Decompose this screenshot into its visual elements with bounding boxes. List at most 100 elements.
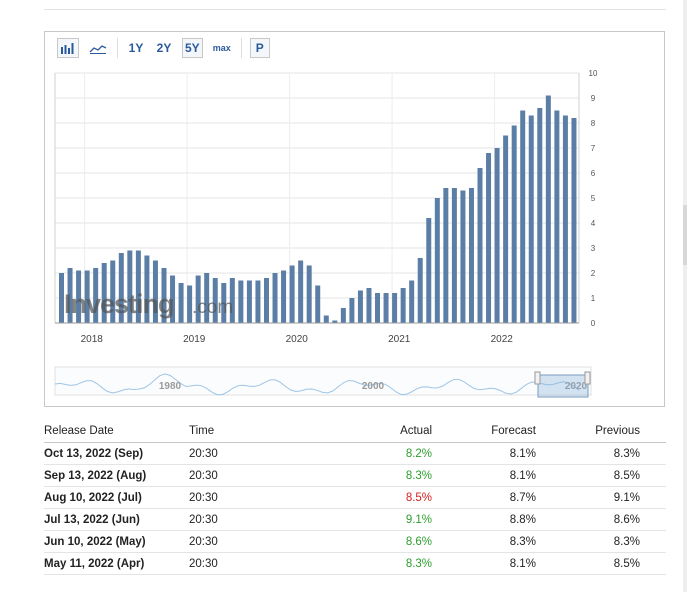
- header-forecast[interactable]: Forecast: [459, 420, 564, 443]
- chart-bar: [392, 293, 398, 323]
- chart-bar: [426, 218, 432, 323]
- header-release-date[interactable]: Release Date: [44, 420, 189, 443]
- navigator-handle-left[interactable]: [534, 371, 541, 385]
- row-release-date: Aug 10, 2022 (Jul): [44, 486, 189, 509]
- bar-chart-icon[interactable]: [57, 38, 79, 58]
- scrollbar-thumb[interactable]: [683, 205, 687, 265]
- chart-bar: [178, 283, 184, 323]
- x-tick-label: 2022: [491, 334, 514, 345]
- chart-bar: [281, 270, 287, 323]
- row-time: 20:30: [189, 552, 374, 575]
- row-forecast: 8.7%: [459, 486, 564, 509]
- chart-bar: [486, 153, 492, 323]
- row-actual: 8.6%: [374, 530, 460, 553]
- chart-bar: [195, 275, 201, 323]
- y-tick-label: 2: [591, 269, 596, 278]
- row-forecast: 8.8%: [459, 508, 564, 531]
- row-previous: 8.6%: [563, 508, 666, 531]
- chart-bar: [127, 250, 133, 323]
- table-row: Jul 13, 2022 (Jun) 20:30 9.1% 8.8% 8.6%: [44, 508, 666, 531]
- navigator-handle-right[interactable]: [584, 371, 591, 385]
- y-tick-label: 5: [591, 194, 596, 203]
- range-1y-button[interactable]: 1Y: [128, 41, 144, 55]
- chart-bar: [571, 118, 577, 323]
- row-previous: 8.3%: [563, 530, 666, 553]
- chart-bar: [528, 115, 534, 323]
- page-scrollbar[interactable]: [683, 0, 687, 592]
- row-previous: 8.3%: [563, 442, 666, 465]
- chart-bar: [84, 270, 90, 323]
- chart-bar: [263, 278, 269, 323]
- navigator-selection[interactable]: [537, 374, 589, 398]
- header-time[interactable]: Time: [189, 420, 374, 443]
- y-tick-label: 0: [591, 319, 596, 328]
- row-release-date: Jun 10, 2022 (May): [44, 530, 189, 553]
- chart-bar: [494, 148, 500, 323]
- chart-bar: [443, 188, 449, 323]
- chart-toolbar: 1Y 2Y 5Y max P: [57, 36, 278, 60]
- navigator-panel[interactable]: [54, 366, 592, 396]
- row-actual: 8.2%: [374, 442, 460, 465]
- range-5y-button[interactable]: 5Y: [182, 38, 203, 58]
- x-tick-label: 2020: [286, 334, 309, 345]
- chart-bar: [161, 268, 167, 323]
- chart-bar: [67, 268, 73, 323]
- row-time: 20:30: [189, 442, 374, 465]
- chart-bar: [323, 315, 329, 323]
- chart-panel: 0 1 2 3 4 5 6 7 8 9 10 2018 2019 2020 2021 2022 Investin…: [44, 31, 665, 407]
- y-tick-label: 3: [591, 244, 596, 253]
- table-row: Aug 10, 2022 (Jul) 20:30 8.5% 8.7% 9.1%: [44, 486, 666, 509]
- table-body: Oct 13, 2022 (Sep) 20:30 8.2% 8.1% 8.3% Sep 1…: [44, 442, 666, 575]
- chart-bar: [383, 293, 389, 323]
- chart-bar: [272, 273, 278, 323]
- range-2y-button[interactable]: 2Y: [156, 41, 172, 55]
- x-tick-label: 2019: [183, 334, 206, 345]
- chart-bar: [357, 290, 363, 323]
- chart-bar: [417, 258, 423, 323]
- toolbar-separator: [117, 38, 118, 58]
- toolbar-separator: [240, 38, 242, 58]
- chart-bar: [451, 188, 457, 323]
- chart-bar: [221, 283, 227, 323]
- y-tick-label: 4: [591, 219, 596, 228]
- row-forecast: 8.3%: [459, 530, 564, 553]
- pro-button[interactable]: P: [249, 38, 270, 58]
- chart-bar: [468, 188, 474, 323]
- chart-bar: [434, 198, 440, 323]
- chart-bar: [562, 115, 568, 323]
- chart-bar: [554, 110, 560, 323]
- header-previous[interactable]: Previous: [563, 420, 666, 443]
- header-actual[interactable]: Actual: [374, 420, 460, 443]
- chart-bar: [340, 308, 346, 323]
- y-tick-label: 9: [591, 94, 596, 103]
- row-release-date: May 11, 2022 (Apr): [44, 552, 189, 575]
- navigator-year-label: 2000: [362, 381, 385, 392]
- chart-bar: [503, 135, 509, 323]
- navigator-year-label: 1980: [159, 381, 182, 392]
- chart-bar: [306, 265, 312, 323]
- chart-bar: [187, 285, 193, 323]
- row-previous: 8.5%: [563, 464, 666, 487]
- chart-bar: [144, 255, 150, 323]
- line-chart-icon[interactable]: [87, 38, 109, 58]
- chart-bar: [477, 168, 483, 323]
- y-tick-label: 1: [591, 294, 596, 303]
- row-actual: 9.1%: [374, 508, 460, 531]
- chart-bar: [170, 275, 176, 323]
- y-tick-label: 7: [591, 144, 596, 153]
- row-previous: 8.5%: [563, 552, 666, 575]
- range-max-button[interactable]: max: [212, 43, 231, 53]
- investing-logo: Investing: [64, 289, 174, 319]
- row-previous: 9.1%: [563, 486, 666, 509]
- top-divider: [44, 9, 666, 10]
- chart-svg: 0 1 2 3 4 5 6 7 8 9 10 2018 2019 2020 2021 2022 Investin…: [54, 69, 598, 398]
- chart-bar: [93, 268, 99, 323]
- chart-bar: [366, 288, 372, 323]
- chart-bar: [545, 95, 551, 323]
- row-time: 20:30: [189, 508, 374, 531]
- navigator-series-line: [54, 373, 580, 396]
- chart-bar: [204, 273, 210, 323]
- release-history-table: Release Date Time Actual Forecast Previo…: [44, 420, 666, 575]
- investing-logo-suffix: .com: [192, 297, 233, 318]
- row-release-date: Oct 13, 2022 (Sep): [44, 442, 189, 465]
